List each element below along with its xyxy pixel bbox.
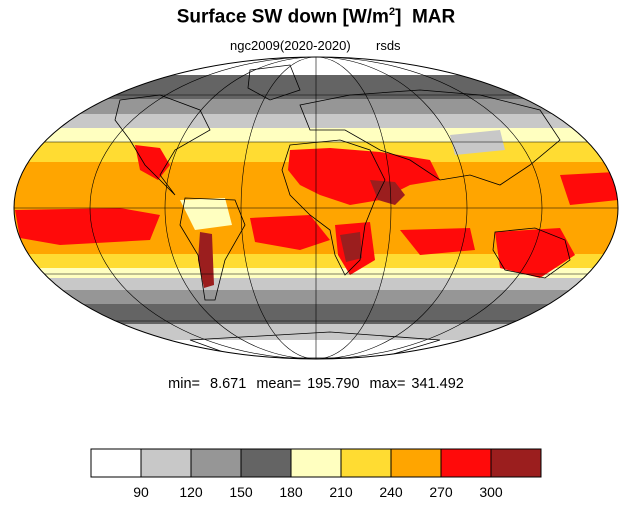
colorbar-swatch [140,448,192,478]
colorbar-swatch [90,448,142,478]
colorbar-swatch [340,448,392,478]
colorbar-tick-label: 270 [429,484,453,500]
region-mexico [135,145,170,180]
colorbar-tick-label: 180 [279,484,303,500]
region-south-pacific [15,208,160,245]
max-label: max= [369,376,406,392]
min-value: 8.671 [210,376,247,392]
region-australia [495,228,575,278]
region-africa-dark [340,232,362,262]
colorbar-swatch [290,448,342,478]
colorbar-swatch [240,448,292,478]
title-text: Surface SW down [W/m [176,6,389,28]
title-superscript: 2 [388,6,396,18]
region-sahara-arabia [288,148,440,205]
subtitle-run: ngc2009(2020-2020) [230,38,351,53]
colorbar-tick-label: 210 [329,484,353,500]
region-amazon-pale [180,198,232,230]
region-pacific-east [560,172,618,205]
max-value: 341.492 [411,376,464,392]
field-statistics: min= 8.671 mean= 195.790 max= 341.492 [0,376,632,392]
colorbar-tick-label: 240 [379,484,403,500]
title-close: ] [395,6,402,28]
mean-value: 195.790 [307,376,360,392]
region-sahel-dark [370,180,405,205]
region-south-atlantic [250,215,330,250]
region-tibet-gray [450,130,505,155]
colorbar-swatch [190,448,242,478]
map-border [13,56,619,360]
colorbar-swatch [390,448,442,478]
region-indian-ocean [400,228,475,255]
colorbar-tick-label: 150 [229,484,253,500]
min-label: min= [168,376,200,392]
colorbar-swatch [440,448,492,478]
title-month: MAR [411,6,456,28]
colorbar-tick-label: 120 [179,484,203,500]
colorbar-tick-label: 300 [479,484,503,500]
map-title: Surface SW down [W/m2] MAR [0,6,632,28]
colorbar-tick-label: 90 [133,484,149,500]
mean-label: mean= [256,376,302,392]
colorbar-swatch [490,448,542,478]
graticule [14,57,618,359]
subtitle-variable: rsds [376,38,401,53]
